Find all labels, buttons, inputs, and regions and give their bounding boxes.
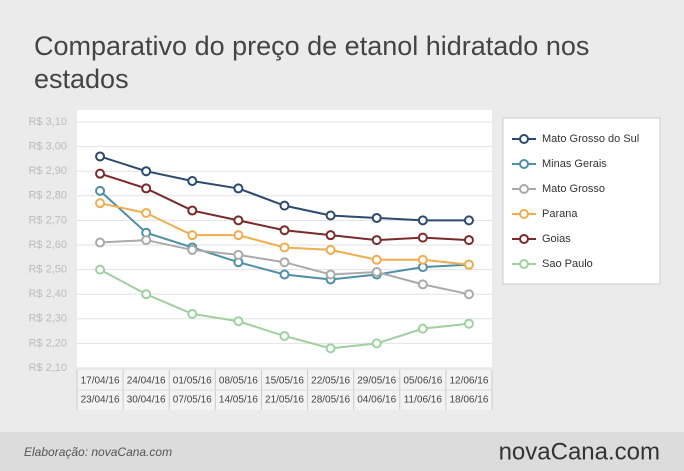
point — [279, 331, 290, 342]
y-tick-label: R$ 2,10 — [28, 362, 67, 374]
x-tick-label: 07/05/16 — [173, 395, 212, 406]
point — [325, 230, 336, 241]
y-tick-label: R$ 3,00 — [28, 141, 67, 153]
point — [95, 264, 106, 275]
point — [279, 225, 290, 236]
x-tick-label: 24/04/16 — [127, 376, 166, 387]
legend-label: Goias — [542, 233, 571, 245]
point — [95, 185, 106, 196]
point — [463, 259, 474, 270]
point — [371, 254, 382, 265]
point — [417, 232, 428, 243]
y-tick-label: R$ 2,40 — [28, 288, 67, 300]
legend-label: Parana — [542, 208, 578, 220]
point — [187, 205, 198, 216]
x-tick-label: 15/05/16 — [265, 376, 304, 387]
x-tick-label: 21/05/16 — [265, 395, 304, 406]
point — [325, 343, 336, 354]
legend-marker — [519, 209, 529, 219]
point — [141, 166, 152, 177]
x-tick-label: 14/05/16 — [219, 395, 258, 406]
point — [233, 183, 244, 194]
legend-label: Minas Gerais — [542, 158, 607, 170]
point — [463, 318, 474, 329]
y-tick-label: R$ 3,10 — [28, 116, 67, 128]
point — [371, 212, 382, 223]
y-tick-label: R$ 2,90 — [28, 165, 67, 177]
legend — [502, 117, 661, 285]
x-tick-label: 04/06/16 — [357, 395, 396, 406]
point — [417, 323, 428, 334]
x-tick-label: 05/06/16 — [403, 376, 442, 387]
legend-marker — [519, 159, 529, 169]
legend-marker — [519, 184, 529, 194]
point — [187, 230, 198, 241]
x-tick-label: 29/05/16 — [357, 376, 396, 387]
point — [371, 267, 382, 278]
point — [279, 269, 290, 280]
point — [279, 200, 290, 211]
x-tick-label: 17/04/16 — [81, 376, 120, 387]
x-tick-label: 08/05/16 — [219, 376, 258, 387]
y-tick-label: R$ 2,60 — [28, 239, 67, 251]
x-tick-label: 11/06/16 — [404, 395, 443, 406]
point — [279, 257, 290, 268]
y-tick-label: R$ 2,70 — [28, 214, 67, 226]
x-tick-label: 18/06/16 — [449, 395, 488, 406]
plot-area — [77, 110, 492, 368]
point — [463, 289, 474, 300]
legend-marker — [519, 259, 529, 269]
point — [233, 249, 244, 260]
footer — [0, 432, 684, 471]
legend-label: Mato Grosso do Sul — [542, 133, 639, 145]
point — [95, 168, 106, 179]
point — [95, 237, 106, 248]
legend-label: Mato Grosso — [542, 183, 605, 195]
point — [463, 215, 474, 226]
point — [95, 198, 106, 209]
point — [187, 176, 198, 187]
logo: novaCana.com — [499, 438, 660, 465]
point — [233, 316, 244, 327]
point — [325, 210, 336, 221]
point — [371, 338, 382, 349]
point — [325, 269, 336, 280]
point — [279, 242, 290, 253]
point — [463, 235, 474, 246]
source: Elaboração: novaCana.com — [24, 445, 172, 459]
point — [141, 183, 152, 194]
point — [417, 279, 428, 290]
x-tick-label: 28/05/16 — [311, 395, 350, 406]
point — [233, 230, 244, 241]
point — [141, 235, 152, 246]
point — [187, 308, 198, 319]
y-tick-label: R$ 2,80 — [28, 190, 67, 202]
legend-label: Sao Paulo — [542, 258, 593, 270]
x-tick-label: 30/04/16 — [127, 395, 166, 406]
point — [233, 215, 244, 226]
point — [417, 215, 428, 226]
legend-marker — [519, 234, 529, 244]
point — [141, 289, 152, 300]
point — [417, 254, 428, 265]
legend-marker — [519, 134, 529, 144]
x-tick-label: 22/05/16 — [311, 376, 350, 387]
x-tick-label: 12/06/16 — [449, 376, 488, 387]
x-tick-label: 01/05/16 — [173, 376, 212, 387]
y-tick-label: R$ 2,50 — [28, 264, 67, 276]
y-tick-label: R$ 2,30 — [28, 313, 67, 325]
point — [187, 244, 198, 255]
chart-title: Comparativo do preço de etanol hidratado… — [34, 31, 590, 94]
point — [325, 244, 336, 255]
point — [141, 208, 152, 219]
point — [95, 151, 106, 162]
x-tick-label: 23/04/16 — [81, 395, 120, 406]
point — [371, 235, 382, 246]
y-tick-label: R$ 2,20 — [28, 337, 67, 349]
